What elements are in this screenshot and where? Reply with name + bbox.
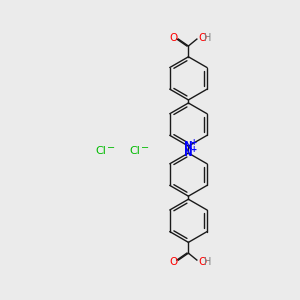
Text: +: +	[191, 138, 197, 147]
Text: H: H	[204, 32, 211, 43]
Text: Cl: Cl	[95, 146, 106, 157]
Text: O: O	[198, 256, 206, 267]
Text: −: −	[141, 143, 149, 153]
Text: −: −	[106, 143, 115, 153]
Text: O: O	[169, 32, 177, 43]
Text: +: +	[191, 145, 197, 154]
Text: N: N	[184, 141, 193, 151]
Text: O: O	[169, 256, 177, 267]
Text: H: H	[204, 256, 211, 267]
Text: N: N	[184, 148, 193, 158]
Text: O: O	[198, 32, 206, 43]
Text: Cl: Cl	[130, 146, 141, 157]
